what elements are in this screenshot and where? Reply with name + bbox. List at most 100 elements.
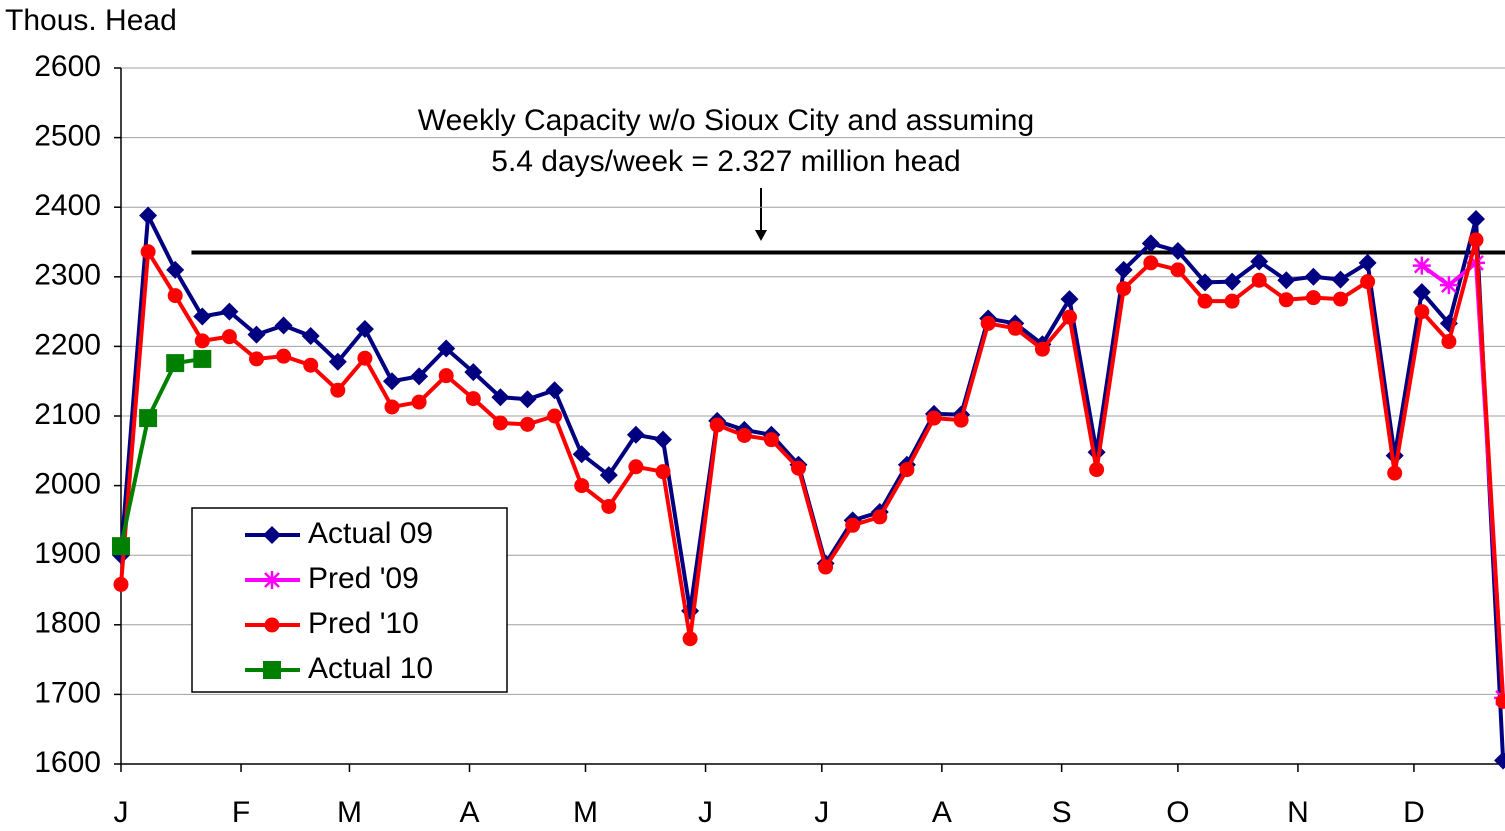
x-tick-label: M	[337, 796, 362, 829]
marker	[1304, 267, 1323, 286]
y-tick-label: 2600	[34, 50, 101, 83]
marker	[355, 320, 374, 338]
marker	[1439, 276, 1458, 295]
x-tick-label: A	[932, 796, 952, 829]
marker	[1143, 255, 1159, 271]
marker	[193, 349, 212, 368]
legend-marker	[263, 661, 281, 679]
x-tick-label: N	[1287, 796, 1309, 829]
marker	[1196, 273, 1215, 292]
legend-marker	[263, 526, 281, 544]
marker	[1062, 309, 1078, 325]
x-tick-label: A	[459, 796, 479, 829]
marker	[1141, 234, 1160, 253]
marker	[1250, 252, 1269, 271]
marker	[1360, 274, 1376, 290]
y-tick-label: 2300	[34, 259, 101, 292]
marker	[601, 498, 617, 514]
marker	[140, 244, 156, 260]
marker	[709, 417, 725, 433]
y-tick-label: 2200	[34, 328, 101, 361]
marker	[465, 391, 481, 407]
marker	[194, 333, 210, 349]
marker	[1305, 290, 1321, 306]
marker	[1495, 693, 1505, 709]
marker	[1333, 291, 1349, 307]
marker	[926, 410, 942, 426]
arrow-head	[755, 230, 767, 241]
marker	[1331, 270, 1350, 289]
marker	[247, 325, 266, 344]
marker	[139, 409, 158, 428]
x-tick-label: J	[814, 796, 829, 829]
annotation: Weekly Capacity w/o Sioux City and assum…	[418, 104, 1034, 137]
marker	[384, 399, 400, 415]
y-tick-label: 1600	[34, 746, 101, 779]
marker	[492, 415, 508, 431]
y-axis-label: Thous. Head	[5, 4, 177, 37]
marker	[655, 464, 671, 480]
marker	[1468, 232, 1484, 248]
marker	[545, 381, 564, 400]
marker	[1414, 304, 1430, 320]
marker	[599, 466, 618, 485]
y-tick-label: 1700	[34, 676, 101, 709]
marker	[574, 478, 590, 494]
series-line	[119, 237, 1505, 702]
marker	[1114, 260, 1133, 279]
x-tick-label: M	[573, 796, 598, 829]
x-tick-label: O	[1166, 796, 1189, 829]
y-tick-label: 2100	[34, 398, 101, 431]
marker	[1224, 293, 1240, 309]
marker	[1441, 334, 1457, 350]
legend-label: Actual 09	[308, 517, 433, 550]
marker	[791, 460, 807, 476]
x-tick-label: S	[1052, 796, 1072, 829]
marker	[330, 382, 346, 398]
marker	[1358, 253, 1377, 272]
y-tick-label: 1900	[34, 537, 101, 570]
legend-label: Pred '09	[308, 562, 419, 595]
marker	[113, 576, 129, 592]
marker	[763, 432, 779, 448]
marker	[1412, 256, 1431, 275]
marker	[1116, 281, 1132, 297]
marker	[547, 408, 563, 424]
marker	[383, 372, 402, 391]
marker	[166, 260, 185, 279]
plot-area	[112, 206, 1505, 770]
marker	[1412, 283, 1431, 302]
marker	[166, 354, 185, 373]
annotation: 5.4 days/week = 2.327 million head	[491, 145, 960, 178]
marker	[1494, 751, 1505, 770]
marker	[139, 206, 158, 225]
marker	[357, 350, 373, 366]
legend-box	[191, 507, 508, 693]
marker	[411, 394, 427, 410]
marker	[303, 357, 319, 373]
marker	[520, 416, 536, 432]
marker	[276, 348, 292, 364]
marker	[112, 537, 130, 556]
y-tick-label: 2500	[34, 120, 101, 153]
marker	[572, 445, 591, 464]
marker	[1168, 242, 1187, 261]
legend-label: Pred '10	[308, 607, 419, 640]
y-tick-label: 2400	[34, 189, 101, 222]
marker	[249, 351, 265, 367]
marker	[1467, 210, 1486, 229]
marker	[221, 329, 237, 345]
x-tick-label: F	[232, 796, 250, 829]
marker	[654, 430, 673, 449]
marker	[491, 388, 510, 407]
y-tick-label: 2000	[34, 468, 101, 501]
marker	[438, 368, 454, 384]
marker	[220, 302, 239, 321]
marker	[437, 339, 456, 358]
marker	[1007, 320, 1023, 336]
x-tick-label: J	[114, 796, 129, 829]
legend-marker	[263, 571, 281, 589]
marker	[682, 631, 698, 647]
marker	[410, 367, 429, 386]
